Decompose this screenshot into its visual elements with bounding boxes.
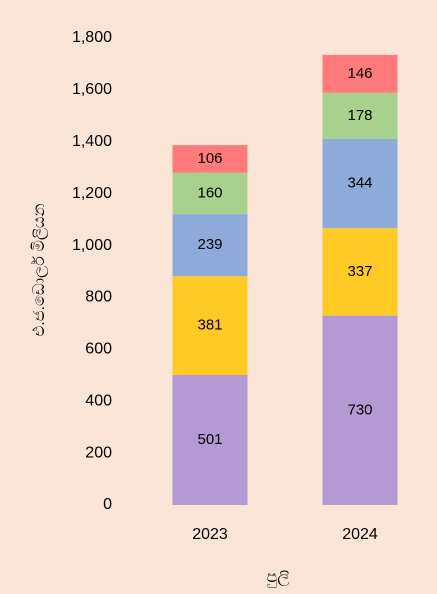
y-tick-label: 0: [103, 496, 112, 513]
y-axis-title: එ.ජ.ඩොලර් මිලියන: [30, 203, 49, 336]
bar-segment: [172, 145, 248, 173]
y-tick-label: 600: [85, 341, 112, 358]
bar-segment: [172, 214, 248, 277]
bar-segment: [172, 172, 248, 215]
data-label: 178: [347, 107, 372, 124]
data-label: 501: [197, 431, 222, 448]
y-tick-label: 1,600: [72, 81, 112, 98]
y-tick-label: 200: [85, 444, 112, 461]
data-label: 381: [197, 317, 222, 334]
data-label: 160: [197, 184, 222, 201]
data-label: 337: [347, 263, 372, 280]
bar-segment: [322, 315, 398, 505]
bar-segment: [322, 92, 398, 139]
data-label: 239: [197, 236, 222, 253]
data-label: 730: [347, 401, 372, 418]
y-tick-label: 800: [85, 289, 112, 306]
bar-segment: [172, 276, 248, 376]
y-tick-label: 1,800: [72, 29, 112, 46]
y-tick-label: 1,200: [72, 185, 112, 202]
bar-segment: [322, 54, 398, 93]
y-tick-label: 1,000: [72, 237, 112, 254]
y-tick-label: 400: [85, 392, 112, 409]
x-tick-label: 2024: [342, 526, 378, 543]
y-tick-label: 1,400: [72, 133, 112, 150]
data-label: 344: [347, 175, 372, 192]
data-label: 146: [347, 65, 372, 82]
bar-segment: [322, 138, 398, 229]
x-axis-title: පුලි: [266, 569, 289, 587]
x-tick-label: 2023: [192, 526, 228, 543]
bar-segment: [172, 375, 248, 505]
data-label: 106: [197, 150, 222, 167]
bar-segment: [322, 228, 398, 316]
